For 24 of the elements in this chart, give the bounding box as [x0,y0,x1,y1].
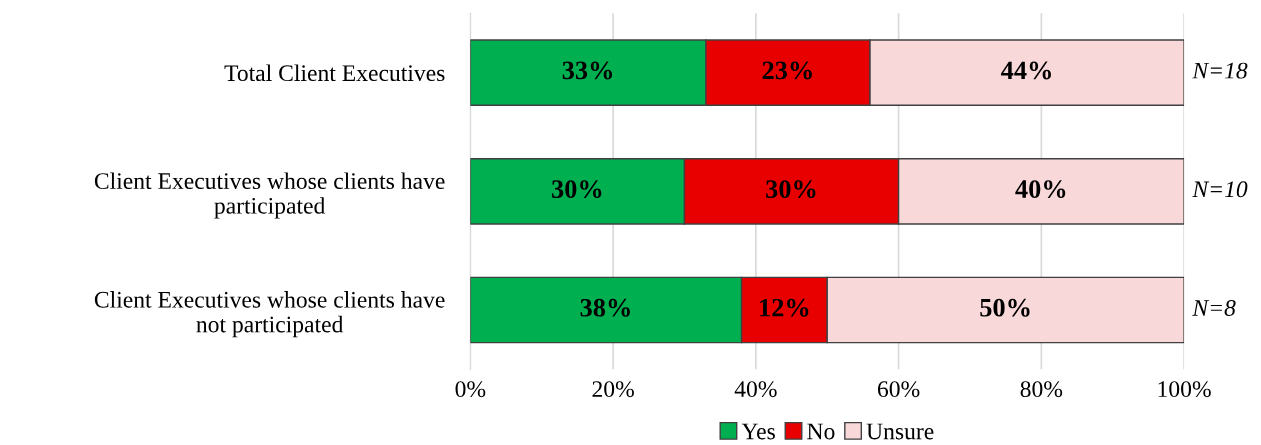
data-label: 50% [980,298,1030,317]
data-label: 38% [580,298,630,317]
x-tick-label: 100% [1158,381,1211,398]
x-tick-label: 60% [877,381,920,398]
text: N=18 [1192,62,1248,79]
text: N=8 [1192,299,1236,316]
data-label: 30% [552,180,602,199]
data-label: 33% [562,61,613,80]
data-label: 30% [766,180,816,199]
data-label: 12% [760,298,809,317]
x-tick-label: 80% [1020,381,1063,398]
x-tick-label: 40% [734,381,777,398]
x-tick-label: 20% [592,381,634,398]
legend-label: Unsure [866,423,934,440]
data-label: 23% [762,61,812,80]
legend-label: No [807,423,835,440]
y-tick-label: Total Client Executives [224,64,445,82]
text: N=10 [1192,181,1248,198]
x-tick-label: 0% [455,381,486,398]
legend-label: Yes [741,423,775,440]
data-label: 40% [1015,180,1066,199]
data-label: 44% [1001,61,1051,80]
y-tick-label: Client Executives whose clients have not participated [94,291,445,338]
y-tick-label: Client Executives whose clients have participated [94,172,445,219]
